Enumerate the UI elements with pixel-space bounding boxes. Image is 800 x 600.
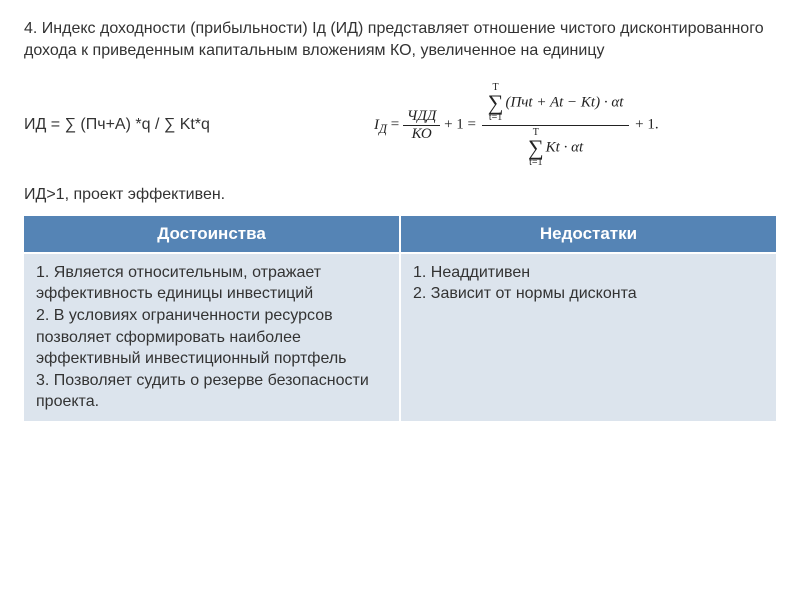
- condition-text: ИД>1, проект эффективен.: [24, 186, 776, 204]
- intro-paragraph: 4. Индекс доходности (прибыльности) Iд (…: [24, 18, 776, 61]
- numerator-expr: (Пчt + At − Kt) · αt: [505, 95, 623, 111]
- sum-numerator: T∑t=1: [488, 83, 504, 123]
- small-fraction: ЧДДКО: [403, 108, 440, 143]
- formula-simple: ИД = ∑ (Пч+А) *q / ∑ Kt*q: [24, 116, 324, 134]
- header-disadvantages: Недостатки: [400, 216, 776, 253]
- disadvantage-2: 2. Зависит от нормы дисконта: [413, 283, 764, 305]
- disadvantage-1: 1. Неаддитивен: [413, 262, 764, 284]
- plus-one-2: + 1.: [631, 117, 658, 133]
- denominator-expr: Kt · αt: [546, 139, 583, 155]
- formula-row: ИД = ∑ (Пч+А) *q / ∑ Kt*q IД = ЧДДКО + 1…: [24, 83, 776, 168]
- formula-complex: IД = ЧДДКО + 1 = T∑t=1(Пчt + At − Kt) · …: [374, 83, 659, 168]
- cell-advantages: 1. Является относительным, отражает эффе…: [24, 253, 400, 421]
- big-fraction: T∑t=1(Пчt + At − Kt) · αtT∑t=1Kt · αt: [482, 83, 630, 168]
- equals-1: =: [387, 117, 403, 133]
- header-advantages: Достоинства: [24, 216, 400, 253]
- plus-one-1: + 1 =: [440, 117, 479, 133]
- sum-denominator: T∑t=1: [528, 128, 544, 168]
- cell-disadvantages: 1. Неаддитивен 2. Зависит от нормы диско…: [400, 253, 776, 421]
- lhs-symbol: IД: [374, 117, 387, 133]
- comparison-table: Достоинства Недостатки 1. Является относ…: [24, 216, 776, 421]
